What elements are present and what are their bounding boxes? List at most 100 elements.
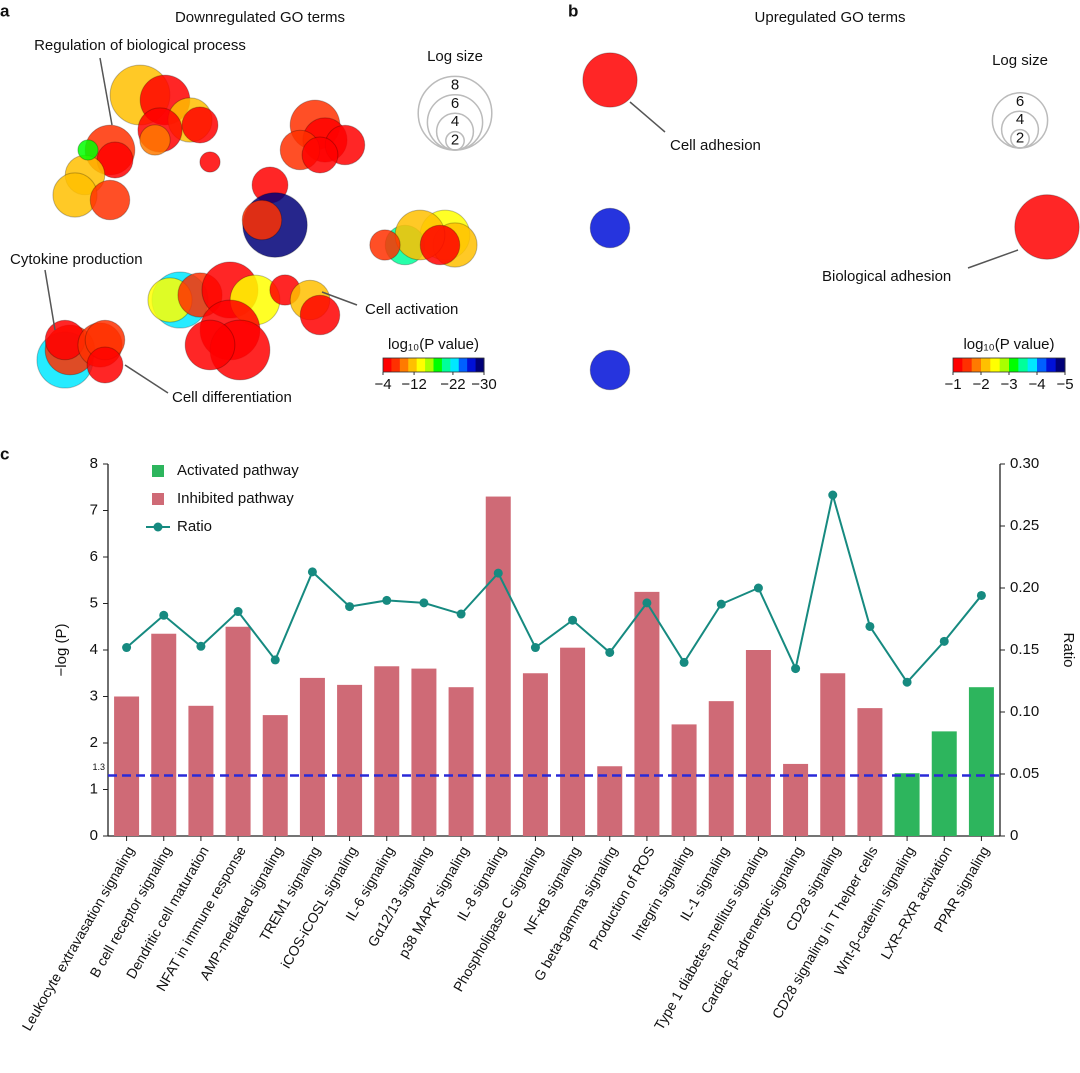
y2-tick-label: 0.20	[1010, 579, 1039, 596]
y2-tick-label: 0.15	[1010, 641, 1039, 658]
colorbar-swatch	[953, 358, 963, 372]
colorbar-swatch	[475, 358, 485, 372]
colorbar-swatch	[425, 358, 434, 372]
size-legend-ring	[1010, 128, 1030, 149]
ratio-marker	[976, 590, 986, 600]
ratio-marker	[939, 636, 949, 646]
colorbar-swatch	[399, 358, 409, 372]
colorbar-title: log₁₀(P value)	[388, 336, 479, 353]
panel-title: Downregulated GO terms	[175, 9, 345, 26]
y-tick-label: 3	[90, 687, 98, 704]
size-legend-label: 8	[451, 76, 459, 93]
bubble	[582, 52, 638, 108]
y-tick-label: 6	[90, 548, 98, 565]
colorbar-swatch	[450, 358, 460, 372]
ratio-marker	[716, 599, 726, 609]
bubbles	[582, 52, 1080, 391]
ratio-marker	[865, 621, 875, 631]
ratio-marker	[530, 643, 540, 653]
colorbar-swatch	[1037, 358, 1047, 372]
colorbar-swatch	[441, 358, 451, 372]
bar	[894, 773, 920, 836]
annotation: Cytokine production	[10, 251, 143, 268]
size-legend-label: 4	[451, 113, 459, 130]
colorbar-swatch	[433, 358, 443, 372]
y2-tick-label: 0.25	[1010, 517, 1039, 534]
bar	[671, 724, 697, 836]
bubble	[301, 136, 339, 174]
ratio-marker	[345, 602, 355, 612]
colorbar-swatch	[1018, 358, 1029, 372]
bar	[634, 591, 660, 836]
colorbar-swatch	[990, 358, 1001, 372]
bubble	[1014, 194, 1080, 260]
ratio-marker	[382, 595, 392, 605]
panel-label: a	[0, 1, 10, 20]
bar	[820, 673, 846, 836]
y2-tick-label: 0.10	[1010, 703, 1039, 720]
bar	[188, 705, 214, 836]
leader-line	[967, 249, 1019, 269]
ratio-marker	[568, 615, 578, 625]
bubble	[86, 346, 124, 384]
colorbar-tick-label: −4	[1028, 376, 1045, 393]
ratio-marker	[828, 490, 838, 500]
bubble	[139, 124, 171, 156]
y-tick-label: 5	[90, 594, 98, 611]
leader-line	[321, 291, 358, 306]
bubble	[184, 319, 236, 371]
bubble	[89, 179, 131, 221]
bar	[745, 650, 771, 836]
annotation: Cell activation	[365, 301, 458, 318]
annotation: Regulation of biological process	[34, 37, 246, 54]
y2-axis-label: Ratio	[1060, 632, 1077, 667]
size-legend-label: 2	[1016, 130, 1024, 147]
size-legend-title: Log size	[427, 48, 483, 65]
bar	[968, 687, 994, 836]
bar	[560, 647, 586, 836]
y2-tick-label: 0.05	[1010, 765, 1039, 782]
colorbar-swatch	[962, 358, 973, 372]
size-legend-label: 6	[1016, 93, 1024, 110]
annotation: Cell differentiation	[172, 389, 292, 406]
colorbar-swatch	[467, 358, 477, 372]
bar	[931, 731, 957, 836]
colorbar-swatch	[981, 358, 991, 372]
colorbar-swatch	[391, 358, 401, 372]
legend-label: Activated pathway	[177, 462, 299, 479]
colorbar-tick-label: −3	[1000, 376, 1017, 393]
bar	[597, 766, 623, 836]
bar	[114, 696, 140, 836]
bubbles	[36, 64, 478, 389]
ratio-marker	[233, 607, 243, 617]
ratio-marker	[642, 598, 652, 608]
annotation: Biological adhesion	[822, 268, 951, 285]
y-tick-label: 1	[90, 780, 98, 797]
bar	[151, 633, 177, 836]
colorbar-swatch	[1027, 358, 1038, 372]
bubble	[181, 106, 219, 144]
colorbar-tick-label: −2	[972, 376, 989, 393]
y-tick-label: 2	[90, 734, 98, 751]
colorbar-swatch	[383, 358, 392, 372]
size-legend-title: Log size	[992, 52, 1048, 69]
leader-line	[44, 269, 56, 331]
colorbar-swatch	[1009, 358, 1019, 372]
colorbar-tick-label: −22	[440, 376, 465, 393]
bar	[299, 677, 325, 836]
bubble	[299, 294, 341, 336]
ratio-marker	[902, 677, 912, 687]
legend-label: Inhibited pathway	[177, 490, 294, 507]
bar	[337, 684, 363, 836]
bubble	[589, 349, 631, 391]
y-tick-label: 0	[90, 827, 98, 844]
ratio-marker	[679, 657, 689, 667]
y-axis-label: −log (P)	[53, 624, 70, 677]
colorbar-tick-label: −1	[944, 376, 961, 393]
panel-label: c	[0, 444, 9, 463]
bar	[411, 668, 437, 836]
colorbar-swatch	[1055, 358, 1066, 372]
y2-tick-label: 0.30	[1010, 455, 1039, 472]
colorbar-tick-label: −5	[1056, 376, 1073, 393]
